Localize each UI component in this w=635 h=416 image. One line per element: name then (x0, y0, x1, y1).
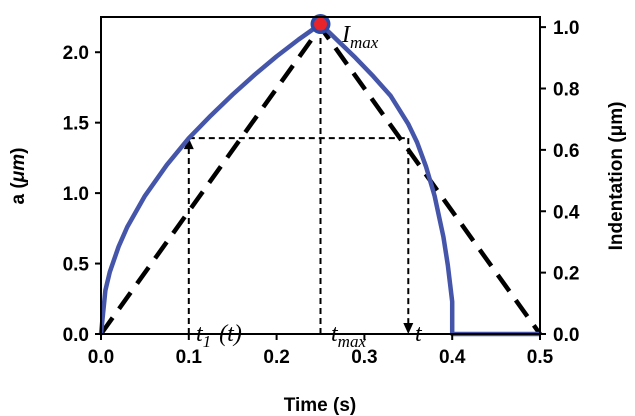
guide-arrowhead-0 (183, 138, 194, 150)
y2-tick-label: 0.4 (553, 202, 580, 223)
imax-base: I (341, 22, 351, 48)
y2-tick-label: 1.0 (553, 18, 579, 39)
plot-frame (100, 16, 541, 335)
contact-radius-curve (98, 21, 540, 337)
x-tick-label: 0.5 (527, 347, 554, 368)
y-tick-label: 0.5 (63, 255, 90, 276)
tmax-base: t (331, 321, 339, 347)
y2-tick-label: 0.0 (553, 325, 579, 346)
y-ticks: 0.0 0.5 1.0 1.5 2.0 (63, 43, 101, 346)
y-tick-label: 1.5 (63, 114, 90, 135)
y2-tick-label: 0.8 (553, 80, 579, 101)
y-axis-title-prefix: a ( (8, 182, 29, 205)
x-tick-label: 0.3 (351, 347, 377, 368)
t1-base: t (196, 321, 204, 347)
y2-axis-title: Indentation (μm) (606, 102, 627, 251)
y-tick-label: 0.0 (63, 325, 89, 346)
y-tick-label: 2.0 (63, 43, 89, 64)
peak-marker (314, 17, 327, 31)
y-axis-title-suffix: ) (8, 148, 29, 154)
imax-sub: max (350, 33, 379, 52)
x-tick-label: 0.4 (439, 347, 466, 368)
annotation-imax: Imax (341, 22, 379, 52)
y-tick-label: 1.0 (63, 184, 89, 205)
annotation-tmax: tmax (331, 321, 366, 351)
x-tick-label: 0.2 (263, 347, 289, 368)
y-axis-title: a (μm) (8, 148, 29, 205)
x-tick-label: 0.0 (88, 347, 114, 368)
t1-suffix: (t) (219, 321, 242, 347)
x-axis-title: Time (s) (284, 395, 357, 416)
t1-sub: 1 (203, 332, 212, 351)
tmax-sub: max (338, 332, 367, 351)
x-ticks: 0.0 0.1 0.2 0.3 0.4 0.5 (88, 334, 554, 368)
dashed-guides (183, 24, 414, 334)
annotation-t: t (415, 321, 423, 347)
guide-arrowhead-2 (403, 323, 414, 334)
x-tick-label: 0.1 (176, 347, 203, 368)
y2-tick-label: 0.6 (553, 141, 579, 162)
y2-tick-label: 0.2 (553, 264, 579, 285)
annotation-t1: t1 (t) (196, 321, 242, 351)
y2-ticks: 0.0 0.2 0.4 0.6 0.8 1.0 (540, 18, 580, 346)
y-axis-title-unit: μm (8, 154, 29, 183)
